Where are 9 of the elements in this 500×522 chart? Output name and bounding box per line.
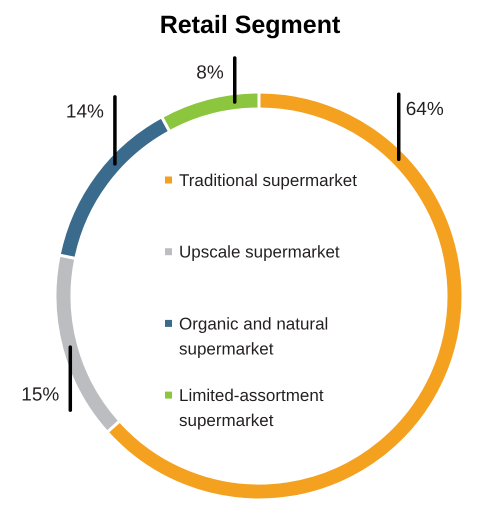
legend-label: Limited-assortment supermarket bbox=[179, 386, 324, 430]
legend-label: Upscale supermarket bbox=[179, 242, 340, 262]
data-label: 8% bbox=[196, 62, 224, 84]
legend-label: Organic and natural supermarket bbox=[179, 314, 328, 358]
chart-title: Retail Segment bbox=[160, 11, 341, 39]
data-label: 15% bbox=[21, 384, 60, 406]
legend-label: Traditional supermarket bbox=[179, 170, 358, 190]
data-label: 64% bbox=[406, 98, 444, 120]
data-label: 14% bbox=[66, 101, 104, 122]
